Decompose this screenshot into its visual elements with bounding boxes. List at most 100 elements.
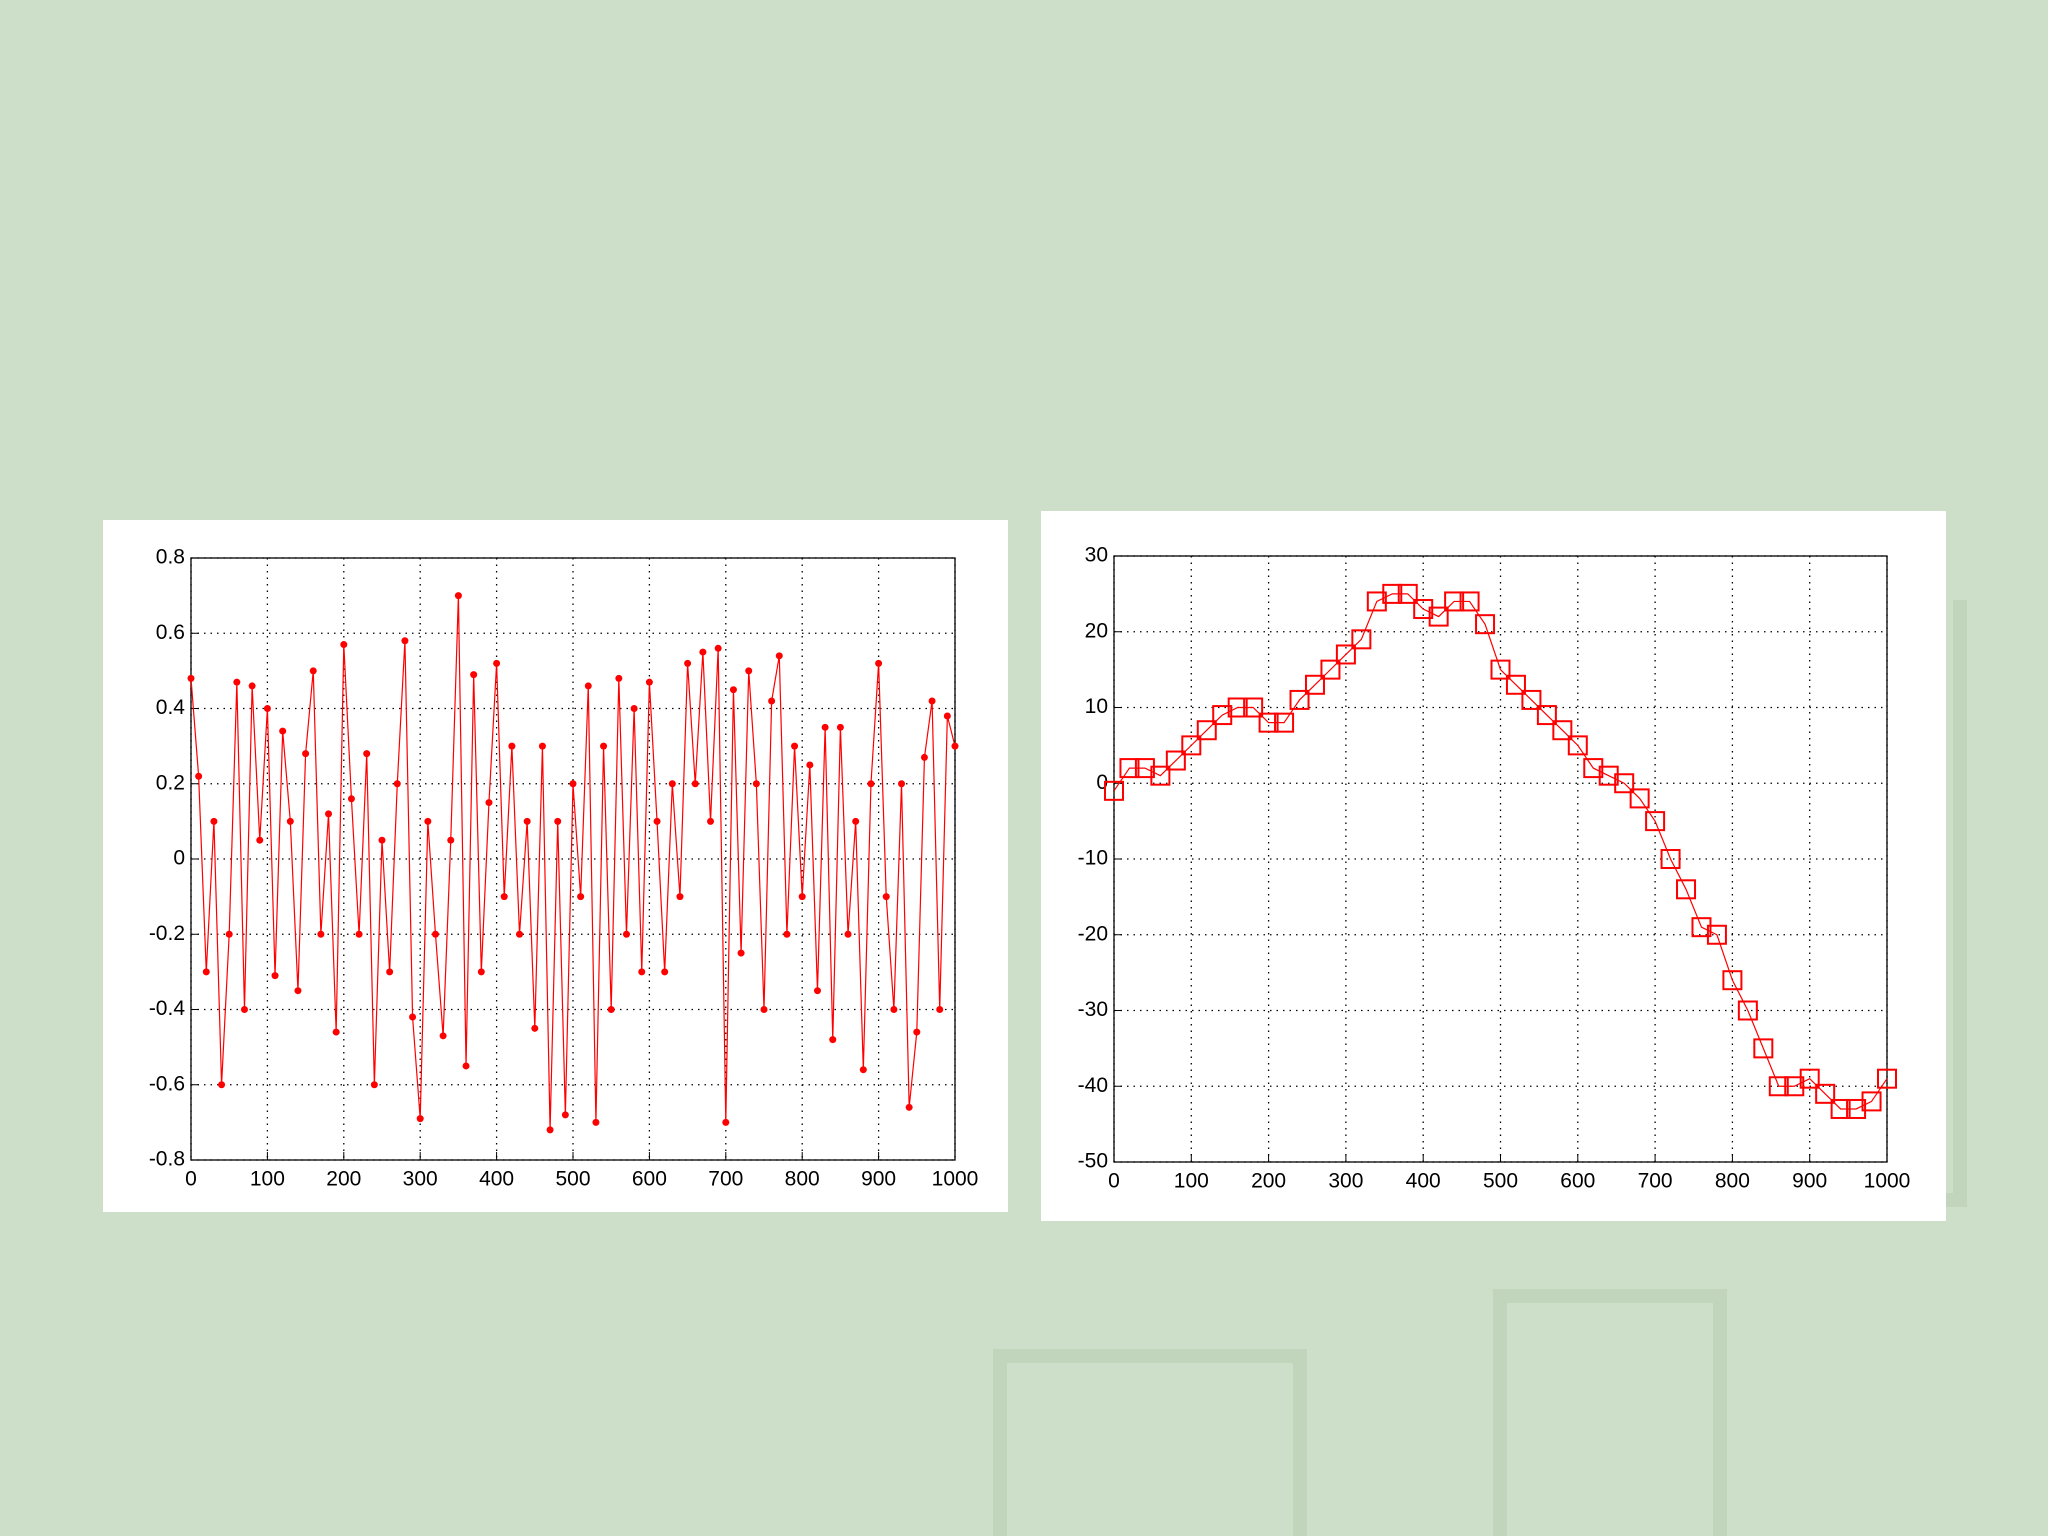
- marker: [1243, 697, 1264, 718]
- marker: [1134, 758, 1155, 779]
- y-tick-label: -0.8: [149, 1148, 185, 1171]
- marker: [286, 817, 294, 825]
- marker: [653, 817, 661, 825]
- y-tick-label: -0.2: [149, 922, 185, 945]
- marker: [737, 949, 745, 957]
- marker: [714, 644, 722, 652]
- marker: [699, 648, 707, 656]
- marker: [561, 1111, 569, 1119]
- marker: [1846, 1098, 1867, 1119]
- marker: [729, 686, 737, 694]
- marker: [768, 697, 776, 705]
- marker: [1490, 659, 1511, 680]
- marker: [676, 893, 684, 901]
- marker: [875, 659, 883, 667]
- marker: [294, 987, 302, 995]
- marker: [370, 1081, 378, 1089]
- marker: [928, 697, 936, 705]
- marker: [256, 836, 264, 844]
- y-tick-label: 10: [1085, 695, 1108, 718]
- marker: [844, 930, 852, 938]
- marker: [1366, 591, 1387, 612]
- marker: [569, 780, 577, 788]
- marker: [493, 659, 501, 667]
- y-tick-label: -0.4: [149, 997, 186, 1020]
- marker: [615, 674, 623, 682]
- x-tick-label: 500: [555, 1168, 590, 1191]
- marker: [905, 1103, 913, 1111]
- marker: [470, 671, 478, 679]
- marker: [546, 1126, 554, 1134]
- marker: [859, 1066, 867, 1074]
- marker: [592, 1118, 600, 1126]
- x-tick-label: 700: [1638, 1170, 1673, 1193]
- marker: [187, 674, 195, 682]
- marker: [951, 742, 959, 750]
- marker: [439, 1032, 447, 1040]
- marker: [317, 930, 325, 938]
- marker: [1397, 583, 1418, 604]
- marker: [1753, 1038, 1774, 1059]
- marker: [363, 750, 371, 758]
- marker: [1598, 765, 1619, 786]
- x-tick-label: 900: [861, 1168, 896, 1191]
- marker: [600, 742, 608, 750]
- x-tick-label: 100: [250, 1168, 285, 1191]
- marker: [821, 723, 829, 731]
- marker: [1768, 1076, 1789, 1097]
- marker: [416, 1115, 424, 1123]
- marker: [302, 750, 310, 758]
- y-tick-label: -10: [1078, 847, 1108, 870]
- marker: [1676, 879, 1697, 900]
- marker: [1784, 1076, 1805, 1097]
- marker: [1505, 674, 1526, 695]
- marker: [645, 678, 653, 686]
- marker: [1614, 773, 1635, 794]
- x-tick-label: 600: [1560, 1170, 1595, 1193]
- marker: [791, 742, 799, 750]
- marker: [775, 652, 783, 660]
- marker: [630, 705, 638, 712]
- marker: [1815, 1083, 1836, 1104]
- y-tick-label: -0.6: [149, 1072, 185, 1095]
- y-tick-label: 0.8: [156, 546, 185, 569]
- x-tick-label: 0: [1108, 1170, 1120, 1193]
- marker: [798, 893, 806, 901]
- x-tick-label: 700: [708, 1168, 743, 1191]
- marker: [516, 930, 524, 938]
- marker: [431, 930, 439, 938]
- y-tick-label: 0: [173, 847, 185, 870]
- marker: [1428, 606, 1449, 627]
- y-tick-label: -30: [1078, 998, 1108, 1021]
- marker: [332, 1028, 340, 1036]
- marker: [920, 753, 928, 761]
- marker: [584, 682, 592, 690]
- x-tick-label: 200: [1251, 1170, 1286, 1193]
- marker: [1706, 924, 1727, 945]
- marker: [1104, 780, 1124, 801]
- marker: [347, 795, 355, 803]
- x-tick-label: 0: [185, 1168, 197, 1191]
- x-tick-label: 800: [1715, 1170, 1750, 1193]
- marker: [462, 1062, 470, 1070]
- marker: [1444, 591, 1465, 612]
- x-tick-label: 300: [403, 1168, 438, 1191]
- marker: [309, 667, 317, 675]
- marker: [1351, 629, 1372, 650]
- marker: [1583, 758, 1604, 779]
- marker: [378, 836, 386, 844]
- y-tick-label: -50: [1078, 1150, 1108, 1173]
- marker: [401, 637, 409, 645]
- marker: [279, 727, 287, 735]
- y-tick-label: 0.6: [156, 621, 185, 644]
- marker: [852, 817, 860, 825]
- y-tick-label: 0: [1096, 771, 1108, 794]
- y-tick-label: -40: [1078, 1074, 1108, 1097]
- marker: [813, 987, 821, 995]
- x-tick-label: 900: [1792, 1170, 1827, 1193]
- marker: [386, 968, 394, 976]
- marker: [325, 810, 333, 818]
- x-tick-label: 100: [1174, 1170, 1209, 1193]
- marker: [1475, 614, 1496, 635]
